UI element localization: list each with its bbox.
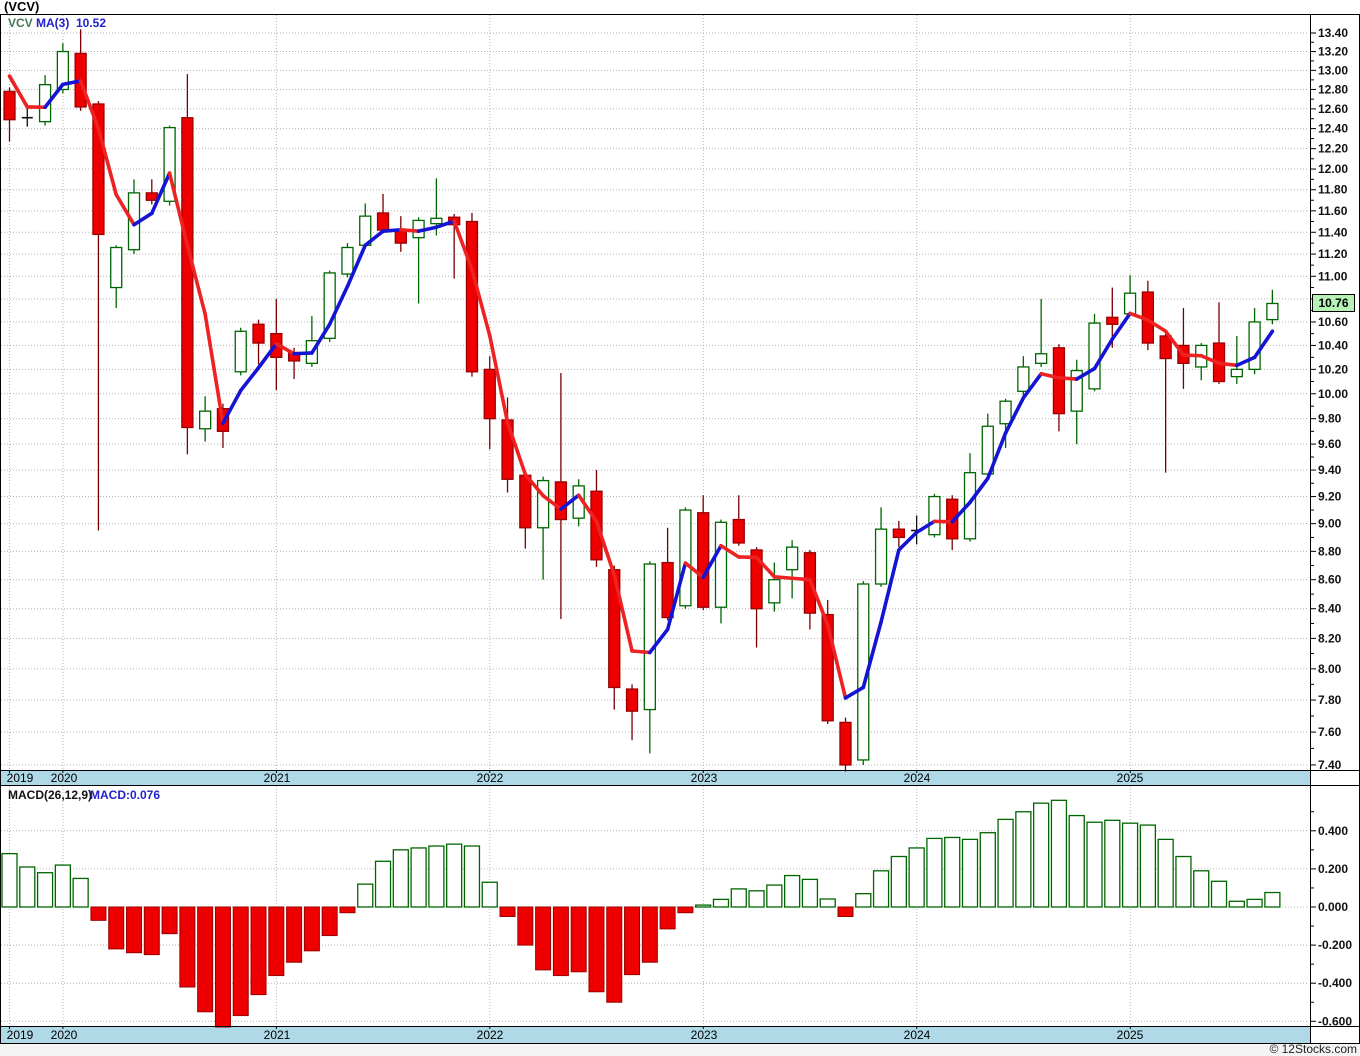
candlestick-series [3, 29, 1279, 772]
svg-text:8.40: 8.40 [1318, 602, 1342, 616]
svg-text:2020: 2020 [51, 1028, 78, 1042]
svg-text:2019: 2019 [7, 1028, 34, 1042]
svg-text:9.40: 9.40 [1318, 463, 1342, 477]
last-price-tag: 10.76 [1312, 294, 1355, 312]
svg-text:8.60: 8.60 [1318, 573, 1342, 587]
svg-text:9.00: 9.00 [1318, 517, 1342, 531]
legend-ma-label: MA(3) [36, 16, 70, 30]
macd-value-label: MACD:0.076 [90, 788, 161, 802]
svg-text:2023: 2023 [691, 771, 718, 785]
svg-text:2021: 2021 [264, 1028, 291, 1042]
svg-text:7.80: 7.80 [1318, 693, 1342, 707]
svg-text:2020: 2020 [51, 771, 78, 785]
svg-text:-0.600: -0.600 [1318, 1014, 1352, 1028]
svg-text:2024: 2024 [904, 1028, 931, 1042]
legend-symbol: VCV [8, 16, 33, 30]
svg-text:11.00: 11.00 [1318, 269, 1348, 283]
macd-label: MACD(26,12,9) [8, 788, 93, 802]
svg-text:0.400: 0.400 [1318, 824, 1348, 838]
svg-text:9.20: 9.20 [1318, 490, 1342, 504]
svg-text:12.80: 12.80 [1318, 82, 1348, 96]
svg-text:2021: 2021 [264, 771, 291, 785]
svg-text:12.00: 12.00 [1318, 162, 1348, 176]
svg-text:10.40: 10.40 [1318, 338, 1348, 352]
svg-text:11.80: 11.80 [1318, 183, 1348, 197]
ma3-line [7, 74, 1275, 700]
svg-text:13.40: 13.40 [1318, 26, 1348, 40]
svg-text:10.60: 10.60 [1318, 315, 1348, 329]
svg-text:0.000: 0.000 [1318, 900, 1348, 914]
svg-text:9.80: 9.80 [1318, 412, 1342, 426]
legend-ma-value: 10.52 [76, 16, 107, 30]
svg-text:12.20: 12.20 [1318, 142, 1348, 156]
svg-text:12.60: 12.60 [1318, 102, 1348, 116]
svg-text:-0.400: -0.400 [1318, 976, 1352, 990]
watermark-credit: © 12Stocks.com [1269, 1042, 1357, 1056]
svg-text:8.20: 8.20 [1318, 631, 1342, 645]
svg-text:11.60: 11.60 [1318, 204, 1348, 218]
svg-text:2022: 2022 [477, 1028, 504, 1042]
svg-text:8.80: 8.80 [1318, 544, 1342, 558]
svg-text:10.00: 10.00 [1318, 387, 1348, 401]
svg-text:2023: 2023 [691, 1028, 718, 1042]
svg-text:7.40: 7.40 [1318, 758, 1342, 772]
svg-text:9.60: 9.60 [1318, 437, 1342, 451]
svg-text:0.200: 0.200 [1318, 862, 1348, 876]
svg-text:12.40: 12.40 [1318, 122, 1348, 136]
svg-text:-0.200: -0.200 [1318, 938, 1352, 952]
svg-text:13.20: 13.20 [1318, 45, 1348, 59]
svg-text:11.20: 11.20 [1318, 247, 1348, 261]
svg-text:2025: 2025 [1117, 771, 1144, 785]
svg-text:7.60: 7.60 [1318, 725, 1342, 739]
svg-text:2024: 2024 [904, 771, 931, 785]
svg-text:11.40: 11.40 [1318, 225, 1348, 239]
svg-text:2022: 2022 [477, 771, 504, 785]
page-title: (VCV) [4, 0, 40, 14]
svg-text:13.00: 13.00 [1318, 63, 1348, 77]
svg-text:10.20: 10.20 [1318, 362, 1348, 376]
svg-text:2025: 2025 [1117, 1028, 1144, 1042]
svg-text:2019: 2019 [7, 771, 34, 785]
macd-histogram [1, 799, 1281, 1028]
svg-text:8.00: 8.00 [1318, 662, 1342, 676]
